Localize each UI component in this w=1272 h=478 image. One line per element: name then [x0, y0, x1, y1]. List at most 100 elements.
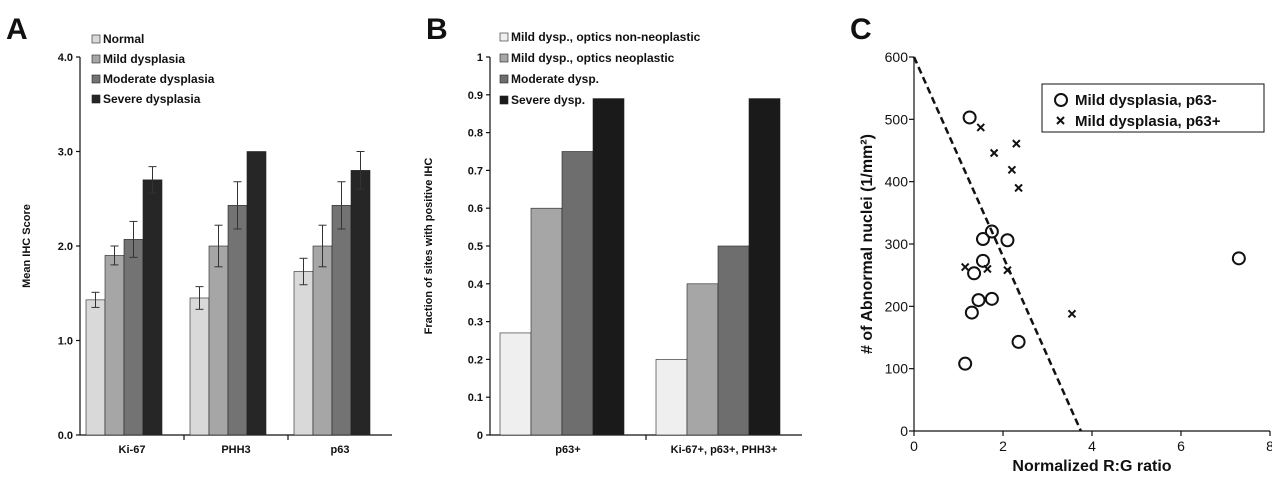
y-tick-label: 600 [885, 49, 909, 65]
y-tick-label: 0.1 [468, 392, 483, 404]
bar-mild-dysplasia-ki-67 [104, 255, 125, 436]
point-p63-positive [1067, 309, 1077, 319]
y-tick-label: 1.0 [58, 336, 73, 348]
legend-label: Moderate dysp. [511, 72, 599, 86]
legend-swatch [499, 74, 509, 84]
x-tick-label: 4 [1088, 438, 1096, 454]
legend-label: Mild dysplasia [103, 52, 185, 66]
x-category-label: PHH3 [221, 444, 250, 456]
bar-severe-dysp-ki-67-p63-phh3 [748, 98, 781, 436]
legend-box [1041, 83, 1265, 133]
point-p63-negative [1011, 334, 1026, 349]
legend-label: Severe dysp. [511, 93, 585, 107]
point-p63-positive [1003, 265, 1012, 275]
panel-letter-c: C [850, 13, 872, 46]
x-tick-label: 2 [999, 438, 1007, 454]
bar-moderate-dysplasia-ki-67 [123, 239, 144, 436]
y-tick-label: 300 [885, 236, 909, 252]
x-tick-label: 0 [910, 438, 918, 454]
bar-mild-dysp-optics-neoplastic-p63 [530, 207, 563, 436]
panel-c-chart: 0 2 4 6 8 0 100 200 300 400 500 600 Normalized R:G r… [859, 49, 1272, 475]
point-p63-negative [984, 291, 999, 306]
bar-mild-dysplasia-phh3 [208, 245, 229, 436]
point-p63-positive [983, 264, 992, 274]
panel-letter-b: B [426, 13, 448, 46]
point-p63-positive [1014, 183, 1023, 193]
point-p63-positive [989, 148, 999, 158]
x-category-label: p63 [331, 444, 350, 456]
legend-swatch [499, 32, 509, 42]
legend-swatch [91, 54, 101, 64]
bar-moderate-dysplasia-p63 [331, 205, 352, 436]
bar-moderate-dysp-p63 [561, 151, 594, 436]
legend-label: Mild dysp., optics non-neoplastic [511, 30, 701, 44]
point-p63-negative [1231, 251, 1246, 266]
legend-swatch [91, 94, 101, 104]
y-tick-label: 2.0 [58, 241, 73, 253]
bar-mild-dysplasia-p63 [312, 245, 333, 436]
point-p63-negative [1000, 233, 1015, 248]
bar-normal-phh3 [189, 297, 210, 436]
point-p63-positive [976, 123, 985, 132]
point-p63-positive [1007, 165, 1017, 175]
y-tick-label: 0.9 [468, 90, 483, 102]
y-tick-label: 500 [885, 111, 909, 127]
point-p63-positive [1012, 139, 1021, 148]
legend-swatch [91, 74, 101, 84]
bar-moderate-dysplasia-phh3 [227, 205, 248, 436]
point-p63-negative [962, 110, 977, 125]
x-tick-label: 6 [1177, 438, 1185, 454]
legend-label: Mild dysp., optics neoplastic [511, 51, 675, 65]
bar-mild-dysp-optics-non-neoplastic-ki-67-p63-phh3 [655, 359, 688, 436]
legend-label: Mild dysplasia, p63- [1075, 92, 1217, 109]
y-tick-label: 400 [885, 174, 909, 190]
legend-label: Moderate dysplasia [103, 72, 215, 86]
y-tick-label: 100 [885, 361, 909, 377]
bar-severe-dysplasia-p63 [350, 170, 371, 436]
y-axis-title: Mean IHC Score [21, 204, 33, 288]
y-tick-label: 0 [900, 423, 908, 439]
y-tick-label: 0.0 [58, 430, 73, 442]
panel-a-chart: 0.0 1.0 2.0 3.0 4.0 Ki-67 PHH3 p63 Mean IHC Scor… [21, 32, 392, 456]
y-tick-label: 0 [477, 430, 483, 442]
legend-label: Mild dysplasia, p63+ [1075, 113, 1221, 130]
legend-swatch [499, 95, 509, 105]
panel-letter-a: A [6, 13, 28, 46]
point-p63-negative [984, 224, 999, 239]
y-tick-label: 0.7 [468, 165, 483, 177]
y-tick-label: 0.8 [468, 128, 483, 140]
legend-label: Normal [103, 32, 144, 46]
bar-severe-dysplasia-ki-67 [142, 179, 163, 436]
x-axis-title: Normalized R:G ratio [1012, 458, 1171, 475]
x-category-label: Ki-67+, p63+, PHH3+ [671, 444, 778, 456]
y-tick-label: 3.0 [58, 147, 73, 159]
y-tick-label: 200 [885, 298, 909, 314]
legend-cross-marker [1056, 116, 1065, 125]
y-tick-label: 0.6 [468, 203, 483, 215]
point-p63-negative [958, 356, 973, 371]
point-p63-negative [964, 305, 979, 320]
legend-swatch [499, 53, 509, 63]
bar-mild-dysp-optics-neoplastic-ki-67-p63-phh3 [686, 283, 719, 436]
panel-b-chart: 0 0.1 0.2 0.3 0.4 0.5 0.6 0.7 0.8 0.9 1 p63+ Ki-67+,… [423, 30, 802, 456]
bar-moderate-dysp-ki-67-p63-phh3 [717, 245, 750, 436]
point-p63-negative [967, 266, 982, 281]
trend-line [912, 56, 1083, 432]
bar-normal-p63 [293, 271, 314, 436]
y-tick-label: 0.3 [468, 317, 483, 329]
x-category-label: p63+ [555, 444, 580, 456]
legend-label: Severe dysplasia [103, 92, 201, 106]
legend-swatch [91, 34, 101, 44]
y-tick-label: 1 [477, 52, 483, 64]
x-category-label: Ki-67 [119, 444, 146, 456]
point-p63-negative [975, 232, 990, 247]
y-tick-label: 0.5 [468, 241, 483, 253]
point-p63-positive [960, 262, 970, 272]
y-tick-label: 0.2 [468, 354, 483, 366]
bar-normal-ki-67 [85, 299, 106, 436]
y-axis-title: # of Abnormal nuclei (1/mm²) [859, 134, 876, 354]
point-p63-negative [975, 253, 990, 268]
y-tick-label: 0.4 [468, 279, 484, 291]
point-p63-negative [971, 293, 986, 308]
